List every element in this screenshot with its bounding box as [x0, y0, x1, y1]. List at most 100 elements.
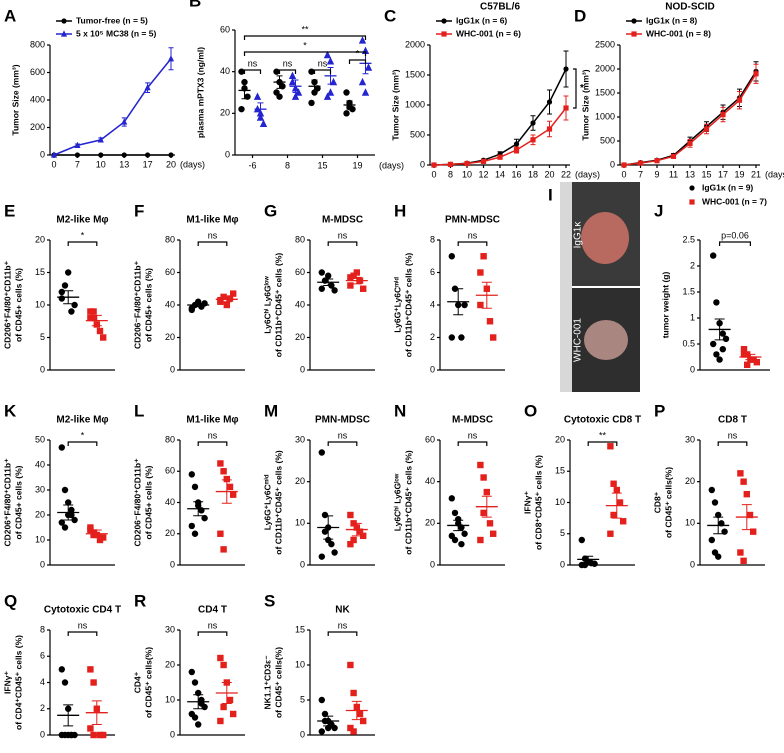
y-tick-label: 10: [165, 694, 175, 704]
y-tick-label: 4: [430, 299, 435, 309]
panel-letter: E: [4, 201, 15, 220]
marker: [431, 162, 437, 168]
marker: [87, 314, 94, 322]
marker: [343, 89, 350, 96]
marker: [631, 18, 637, 24]
y-tick-label: 0: [40, 364, 45, 374]
marker: [708, 486, 715, 494]
x-tick-label: 22: [561, 169, 571, 179]
marker: [230, 290, 237, 297]
y-tick-label: 30: [685, 434, 695, 444]
marker: [447, 161, 454, 167]
marker: [610, 511, 617, 519]
significance-label: ns: [728, 430, 738, 440]
significance-label: ns: [283, 58, 293, 68]
x-tick-label: 11: [669, 169, 678, 179]
marker: [331, 549, 338, 556]
marker: [458, 334, 465, 341]
y-tick-label: 0: [690, 559, 695, 569]
error-bar: [63, 290, 74, 305]
significance-bracket: [313, 69, 332, 74]
marker: [356, 528, 364, 535]
panel-letter: R: [134, 591, 146, 610]
significance-bracket: [67, 441, 98, 446]
marker: [358, 77, 367, 86]
x-tick-label: 13: [685, 169, 695, 179]
chart-title: PMN-MDSC: [315, 415, 370, 426]
y-tick-label: 0: [170, 364, 175, 374]
y-axis-label: of CD11b⁺CD45⁺ cells (%): [403, 450, 413, 555]
photo-panel: I IgG1κ WHC-001: [548, 182, 640, 392]
marker: [441, 18, 447, 24]
marker: [591, 560, 598, 567]
marker: [743, 490, 750, 498]
significance-bracket: [278, 69, 297, 74]
error-bar: [713, 516, 724, 535]
x-tick-label: 20: [544, 169, 554, 179]
significance-bracket: [67, 241, 98, 246]
y-tick-label: 1500: [405, 69, 425, 79]
y-tick-label: 15: [295, 624, 305, 634]
marker: [480, 474, 487, 481]
marker: [358, 36, 367, 44]
marker: [97, 136, 104, 143]
significance-bracket: [197, 441, 228, 446]
panel-letter: G: [264, 201, 277, 220]
y-tick-label: 1500: [595, 87, 615, 97]
marker: [740, 557, 747, 565]
marker: [480, 158, 487, 164]
chart-title: CD8 T: [718, 415, 747, 426]
error-bar: [292, 79, 299, 93]
marker: [719, 346, 726, 353]
x-tick-label: 19: [352, 160, 362, 170]
marker: [61, 18, 67, 24]
error-bar: [311, 79, 318, 93]
marker: [530, 137, 536, 143]
significance-label: **: [301, 24, 309, 34]
marker: [326, 88, 335, 96]
chart-title: M1-like Mφ: [186, 215, 238, 226]
chart-title: M-MDSC: [452, 415, 493, 426]
panel-letter: B: [189, 0, 201, 10]
y-tick-label: 20: [165, 528, 175, 538]
y-tick-label: 0: [40, 149, 45, 159]
series-line: [53, 58, 172, 156]
marker: [610, 480, 617, 487]
y-tick-label: 4: [40, 677, 45, 687]
significance-label: *: [303, 40, 307, 50]
marker: [61, 524, 69, 531]
marker: [343, 110, 350, 117]
marker: [87, 308, 94, 315]
marker: [364, 63, 373, 71]
marker: [708, 536, 715, 544]
y-tick-label: 200: [30, 122, 45, 132]
tumor: [584, 320, 628, 360]
marker: [98, 152, 104, 158]
marker: [461, 301, 468, 309]
y-tick-label: 60: [425, 434, 435, 444]
y-tick-label: 30: [165, 624, 175, 634]
y-tick-label: 80: [295, 234, 305, 244]
marker: [61, 486, 69, 494]
marker: [455, 515, 462, 523]
series-line: [623, 73, 757, 166]
y-tick-label: 0: [170, 729, 175, 739]
y-tick-label: 6: [430, 267, 435, 277]
x-tick-label: 10: [96, 159, 106, 169]
y-axis-label: of CD11b⁺CD45⁺ cells (%): [273, 450, 283, 555]
error-bar: [221, 682, 232, 704]
x-tick-label: 8: [448, 169, 453, 179]
significance-bracket: [719, 241, 751, 246]
y-axis-label: Ly6Cʰⁱ Ly6Gˡᵒʷ: [391, 473, 402, 531]
marker: [631, 31, 637, 37]
marker: [710, 252, 717, 259]
error-bar: [241, 81, 248, 100]
y-axis-label: CD206⁻F4/80⁺CD11b⁺: [132, 260, 142, 349]
x-axis-label: (days): [765, 169, 784, 179]
marker: [58, 666, 65, 673]
marker: [744, 361, 751, 368]
y-axis-label: IFNγ⁺: [2, 671, 12, 694]
error-bar: [481, 495, 492, 518]
error-bar: [346, 100, 353, 110]
marker: [722, 335, 730, 342]
